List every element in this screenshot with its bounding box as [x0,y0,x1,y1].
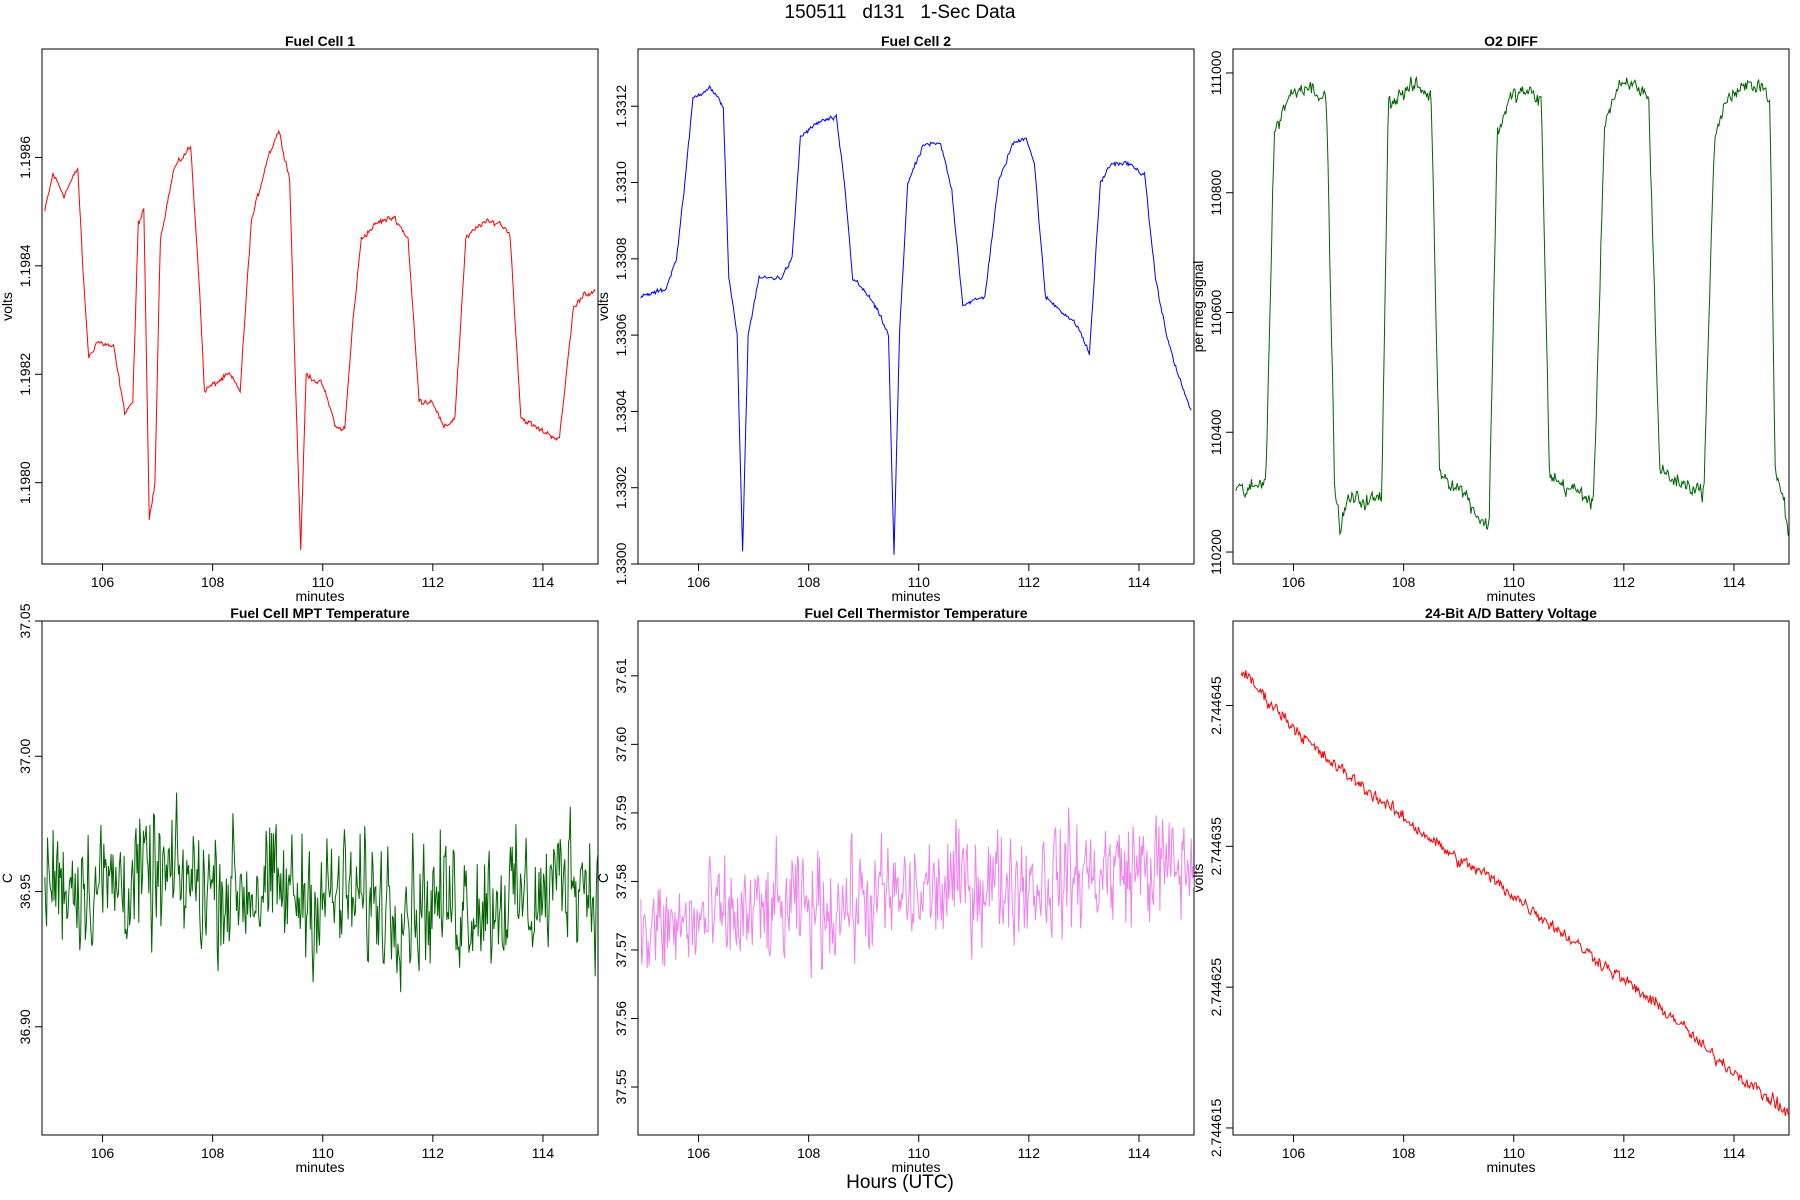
y-tick-label: 2.744635 [1208,817,1224,876]
y-tick-label: 1.1982 [17,353,33,396]
y-tick-label: 110600 [1208,289,1224,335]
figure-title: 150511 d131 1-Sec Data [784,2,1016,23]
x-tick-label: 106 [687,574,711,590]
x-tick-label: 106 [1282,1145,1306,1161]
x-axis-label: minutes [891,1159,940,1175]
series-line [1235,75,1789,537]
y-tick-label: 1.3300 [613,542,629,585]
x-tick-label: 108 [201,1145,225,1161]
y-tick-label: 37.60 [613,727,629,762]
x-tick-label: 106 [91,574,115,590]
y-tick-label: 37.00 [17,739,33,774]
y-tick-label: 110800 [1208,170,1224,216]
panel-title: Fuel Cell 1 [285,33,355,49]
y-tick-label: 37.55 [613,1069,629,1104]
x-axis-label: minutes [1486,1159,1535,1175]
x-tick-label: 108 [201,574,225,590]
x-tick-label: 110 [1503,574,1526,590]
y-axis-label: per meg signal [1190,261,1206,353]
y-tick-label: 37.61 [613,658,629,693]
x-tick-label: 110 [908,574,931,590]
y-tick-label: 1.1980 [17,461,33,504]
y-tick-label: 1.1984 [17,244,33,287]
panel-title: O2 DIFF [1484,33,1538,49]
x-tick-label: 112 [422,574,445,590]
y-tick-label: 2.744615 [1208,1099,1224,1158]
y-tick-label: 111000 [1208,50,1224,95]
y-tick-label: 2.744625 [1208,958,1224,1017]
x-tick-label: 110 [312,574,335,590]
y-tick-label: 36.90 [17,1009,33,1044]
series-line [640,807,1194,979]
x-tick-label: 106 [91,1145,115,1161]
series-line [44,129,596,551]
x-tick-label: 108 [797,574,821,590]
x-tick-label: 114 [1723,574,1746,590]
plot-frame [41,620,599,1136]
y-tick-label: 1.3306 [613,313,629,356]
y-tick-label: 1.1986 [17,136,33,179]
chart-panel-6: 24-Bit A/D Battery Voltage 106 108 110 112 11… [1190,605,1790,1175]
x-tick-label: 110 [1503,1145,1526,1161]
y-tick-label: 1.3302 [613,466,629,509]
plot-frame [41,48,599,565]
y-tick-label: 37.58 [613,864,629,899]
y-tick-label: 1.3304 [613,390,629,433]
y-tick-label: 37.56 [613,1001,629,1036]
x-tick-label: 114 [532,1145,555,1161]
x-tick-label: 112 [1018,1145,1041,1161]
x-tick-label: 106 [687,1145,711,1161]
chart-panel-3: O2 DIFF 106 108 110 112 114 minutes 110200 11040… [1190,33,1790,604]
figure-x-caption: Hours (UTC) [846,1172,954,1193]
y-axis-label: volts [595,292,611,321]
x-tick-label: 110 [312,1145,335,1161]
series-line [1240,670,1789,1116]
panel-title: 24-Bit A/D Battery Voltage [1425,605,1597,621]
x-axis-label: minutes [295,588,344,604]
y-tick-label: 37.59 [613,795,629,830]
y-tick-label: 110200 [1208,529,1224,575]
x-axis-label: minutes [1486,588,1535,604]
series-line [44,792,598,993]
y-tick-label: 37.57 [613,932,629,967]
series-line [640,84,1192,555]
y-axis-label: volts [0,292,15,321]
chart-panel-1: Fuel Cell 1 106 108 110 112 114 minutes 1.1980 1… [0,33,599,604]
x-tick-label: 114 [1723,1145,1746,1161]
x-tick-label: 114 [1128,574,1151,590]
plot-frame [637,48,1195,565]
plot-frame [1232,48,1790,565]
x-tick-label: 114 [532,574,555,590]
y-tick-label: 2.744645 [1208,676,1224,735]
x-tick-label: 112 [1018,574,1041,590]
y-tick-label: 37.05 [17,603,33,638]
x-tick-label: 108 [1392,574,1416,590]
y-tick-label: 110400 [1208,409,1224,455]
y-tick-label: 1.3310 [613,161,629,204]
chart-panel-5: Fuel Cell Thermistor Temperature 106 108 11… [595,605,1195,1175]
y-tick-label: 1.3312 [613,85,629,128]
x-tick-label: 112 [422,1145,445,1161]
chart-panel-2: Fuel Cell 2 106 108 110 112 114 minutes 1.3300 1… [595,33,1195,604]
y-axis-label: C [0,873,15,883]
x-tick-label: 108 [797,1145,821,1161]
panel-title: Fuel Cell 2 [881,33,951,49]
x-tick-label: 112 [1613,1145,1636,1161]
x-axis-label: minutes [891,588,940,604]
x-axis-label: minutes [295,1159,344,1175]
y-axis-label: volts [1190,864,1206,893]
chart-panel-4: Fuel Cell MPT Temperature 106 108 110 112 114… [0,603,599,1175]
plot-frame [1232,620,1790,1136]
y-axis-label: C [595,873,611,883]
y-tick-label: 36.95 [17,874,33,909]
y-tick-label: 1.3308 [613,237,629,280]
x-tick-label: 110 [908,1145,931,1161]
x-tick-label: 108 [1392,1145,1416,1161]
panel-title: Fuel Cell MPT Temperature [230,605,410,621]
x-tick-label: 106 [1282,574,1306,590]
x-tick-label: 114 [1128,1145,1151,1161]
panel-title: Fuel Cell Thermistor Temperature [804,605,1027,621]
x-tick-label: 112 [1613,574,1636,590]
